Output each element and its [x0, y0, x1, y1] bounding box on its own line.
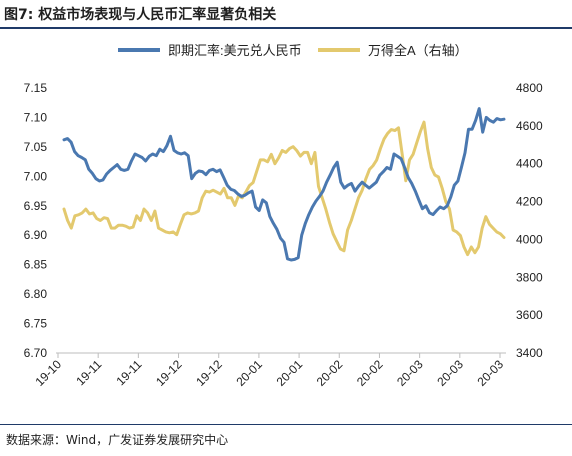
left-axis-tick-label: 6.95	[24, 199, 48, 213]
series-line-wind-all-a	[62, 120, 506, 257]
legend-label-usdcny: 即期汇率:美元兑人民币	[168, 43, 302, 58]
right-axis-tick-label: 3800	[516, 270, 543, 284]
x-axis-tick-label: 19-10	[33, 357, 65, 389]
x-axis-tick-label: 19-12	[193, 357, 225, 389]
left-axis-tick-label: 6.85	[24, 258, 48, 272]
left-axis: 6.70 6.75 6.80 6.85 6.90 6.95 7.00 7.05 7.10 7.15	[24, 81, 48, 360]
x-axis-tick-label: 19-11	[114, 357, 145, 388]
x-axis-tick-label: 19-11	[73, 357, 104, 388]
x-axis-tick-label: 20-03	[394, 357, 426, 389]
left-axis-tick-label: 6.75	[24, 317, 48, 331]
left-axis-tick-label: 7.15	[24, 81, 48, 95]
series-line-usdcny	[62, 107, 506, 262]
x-axis-tick-label: 20-03	[475, 357, 507, 389]
title-divider	[0, 27, 572, 29]
footer-divider	[0, 424, 572, 425]
left-axis-tick-label: 6.90	[24, 228, 48, 242]
legend: 即期汇率:美元兑人民币 万得全A（右轴）	[118, 43, 468, 58]
legend-label-wind-all-a: 万得全A（右轴）	[368, 43, 468, 58]
right-axis-tick-label: 4200	[516, 195, 543, 209]
right-axis-tick-label: 4000	[516, 232, 543, 246]
x-axis-tick-label: 19-12	[153, 357, 185, 389]
series-layer	[62, 107, 506, 262]
left-axis-tick-label: 7.05	[24, 140, 48, 154]
x-axis: 19-10 19-11 19-11 19-12 19-12 20-01 20-01 20-02…	[33, 352, 507, 389]
x-axis-tick-label: 20-03	[434, 357, 466, 389]
left-axis-tick-label: 6.70	[24, 346, 48, 360]
left-axis-tick-label: 7.10	[24, 110, 48, 124]
left-axis-tick-label: 6.80	[24, 287, 48, 301]
chart: 即期汇率:美元兑人民币 万得全A（右轴） 6.70 6.75 6.80 6.85 6.9…	[24, 43, 543, 389]
right-axis-tick-label: 3400	[516, 346, 543, 360]
x-axis-tick-label: 20-02	[314, 357, 346, 389]
x-axis-tick-label: 20-02	[354, 357, 386, 389]
right-axis-tick-label: 4800	[516, 81, 543, 95]
source-note: 数据来源：Wind，广发证券发展研究中心	[6, 433, 229, 447]
x-axis-tick-label: 20-01	[233, 357, 265, 389]
left-axis-tick-label: 7.00	[24, 169, 48, 183]
right-axis-tick-label: 4600	[516, 119, 543, 133]
right-axis-tick-label: 4400	[516, 157, 543, 171]
x-axis-tick-label: 20-01	[274, 357, 306, 389]
right-axis-tick-label: 3600	[516, 308, 543, 322]
right-axis: 3400 3600 3800 4000 4200 4400 4600 4800	[516, 81, 543, 360]
figure-title: 图7: 权益市场表现与人民币汇率显著负相关	[4, 7, 277, 23]
